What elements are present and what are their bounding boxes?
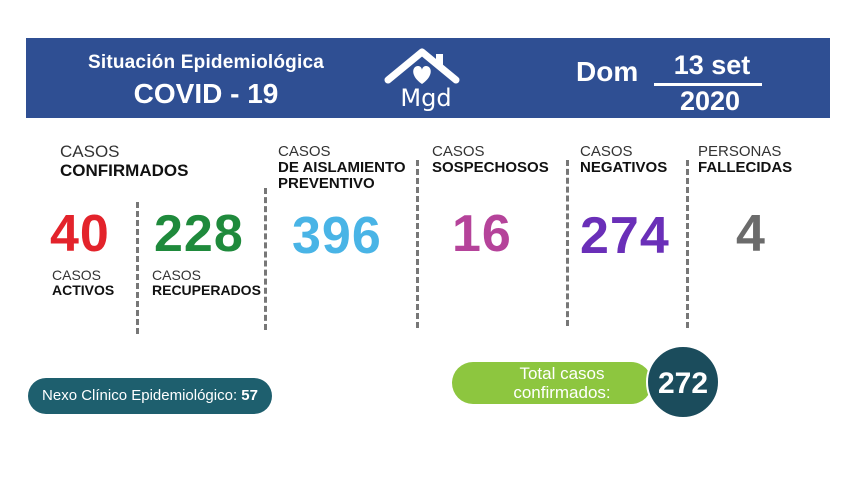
divider-3	[416, 160, 419, 328]
header-banner: Situación Epidemiológica COVID - 19 Mgd …	[26, 38, 830, 118]
fallecidas-label: PERSONAS FALLECIDAS	[698, 143, 793, 176]
date-weekday: Dom	[576, 56, 639, 87]
nexo-label: Nexo Clínico Epidemiológico:	[42, 387, 238, 404]
activos-label: CASOS ACTIVOS	[52, 267, 115, 298]
header-title: Situación Epidemiológica	[87, 52, 324, 73]
total-pill: Total casos confirmados:	[452, 362, 652, 404]
negativos-label: CASOS NEGATIVOS	[580, 143, 668, 176]
date-divider	[654, 83, 762, 86]
negativos-value: 274	[580, 207, 670, 265]
divider-2	[264, 188, 267, 330]
recuperados-value: 228	[154, 205, 244, 263]
activos-value: 40	[50, 205, 110, 263]
nexo-badge: Nexo Clínico Epidemiológico: 57	[28, 378, 272, 414]
header-subtitle: COVID - 19	[133, 78, 279, 109]
logo-text: Mgd	[400, 84, 452, 112]
total-label: Total casos confirmados:	[513, 364, 611, 402]
date-day: 13 set	[673, 50, 751, 80]
confirmados-label: CASOS CONFIRMADOS	[60, 142, 189, 180]
divider-4	[566, 160, 569, 326]
sospechosos-label: CASOS SOSPECHOSOS	[432, 143, 549, 176]
divider-5	[686, 160, 689, 328]
nexo-value: 57	[241, 387, 258, 404]
recuperados-label: CASOS RECUPERADOS	[152, 267, 261, 298]
fallecidas-value: 4	[736, 205, 766, 263]
total-value: 272	[646, 345, 720, 419]
house-heart-icon: Mgd	[380, 44, 464, 114]
aislamiento-value: 396	[292, 207, 382, 265]
sospechosos-value: 16	[452, 205, 512, 263]
aislamiento-label: CASOS DE AISLAMIENTO PREVENTIVO	[278, 143, 406, 192]
date-year: 2020	[679, 86, 741, 116]
divider-1	[136, 202, 139, 334]
